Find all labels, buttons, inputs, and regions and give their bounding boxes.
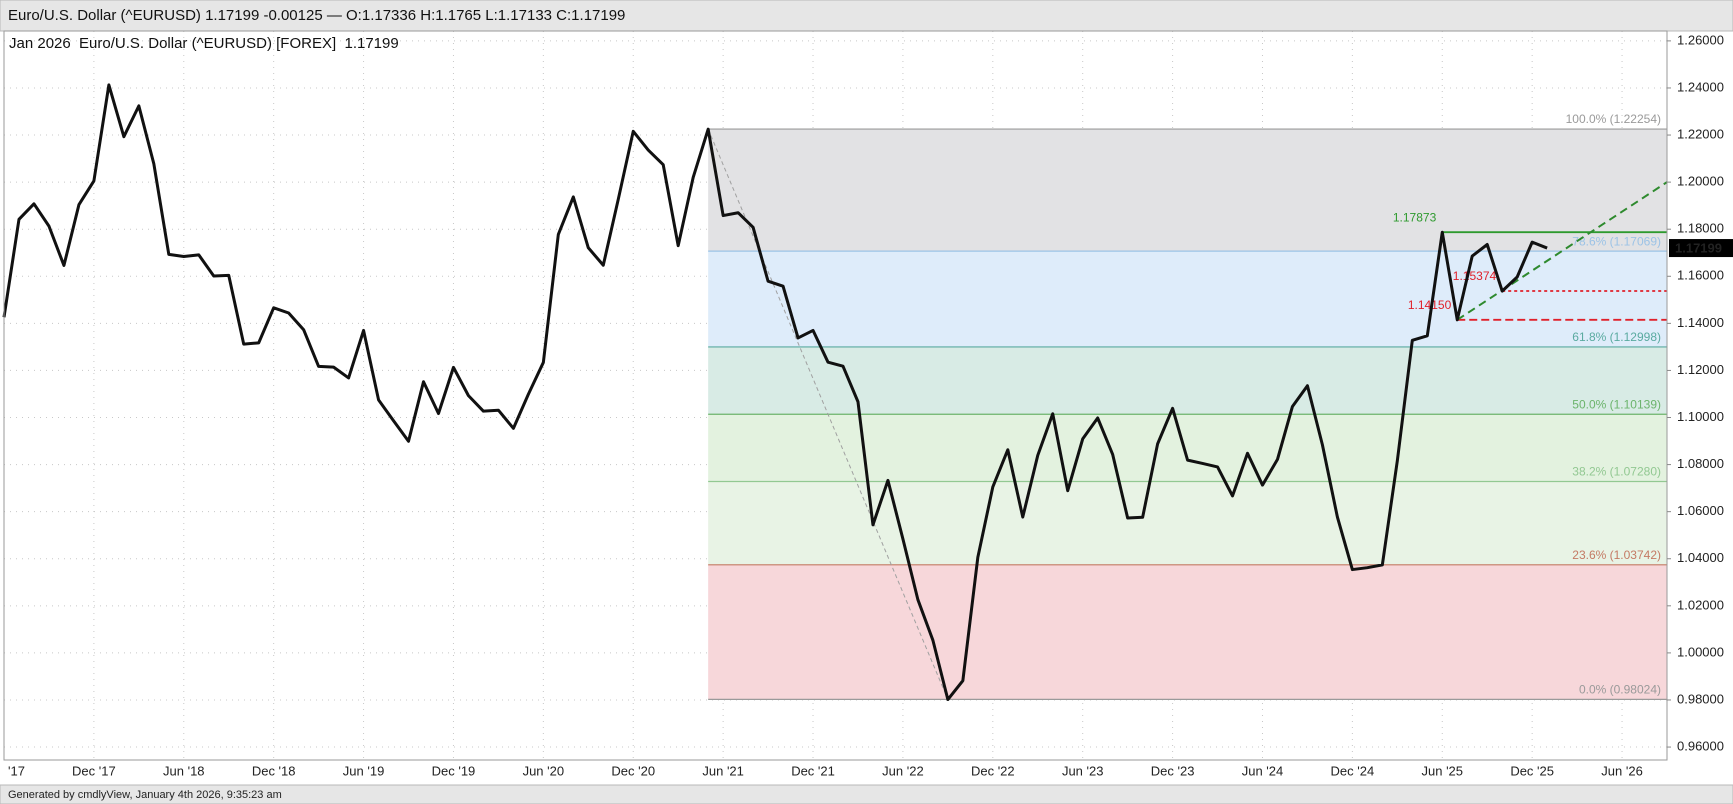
x-tick-label: Jun '25 (1422, 763, 1464, 778)
footer-bar (0, 784, 1733, 804)
y-tick-label: 1.00000 (1677, 644, 1724, 659)
annotation-label: 1.17873 (1393, 210, 1437, 224)
fib-level-label: 23.6% (1.03742) (1572, 548, 1661, 562)
x-tick-label: Dec '24 (1331, 763, 1375, 778)
x-tick-label: Dec '17 (72, 763, 116, 778)
plot-frame (3, 30, 1668, 761)
x-tick-label: '17 (8, 763, 25, 778)
fib-level-label: 0.0% (0.98024) (1579, 683, 1661, 697)
y-tick-label: 1.18000 (1677, 221, 1724, 236)
fib-zone (708, 414, 1667, 482)
fib-level-label: 50.0% (1.10139) (1572, 397, 1661, 411)
x-tick-label: Jun '21 (702, 763, 744, 778)
x-tick-label: Dec '23 (1151, 763, 1195, 778)
fib-zone (708, 481, 1667, 565)
fib-level-label: 38.2% (1.07280) (1572, 465, 1661, 479)
last-price-box (1669, 239, 1733, 258)
x-tick-label: Jun '22 (882, 763, 924, 778)
fib-zone (708, 564, 1667, 700)
y-tick-label: 1.12000 (1677, 362, 1724, 377)
fib-level-label: 61.8% (1.12998) (1572, 330, 1661, 344)
footer-text: Generated by cmdlyView, January 4th 2026… (8, 789, 282, 801)
fib-zone (708, 251, 1667, 347)
x-tick-label: Jun '18 (163, 763, 205, 778)
x-tick-label: Jun '19 (343, 763, 385, 778)
x-tick-label: Dec '22 (971, 763, 1015, 778)
x-tick-label: Jun '20 (523, 763, 565, 778)
x-tick-label: Dec '19 (432, 763, 476, 778)
annotation-label: 1.14150 (1408, 298, 1452, 312)
fib-level-label: 78.6% (1.17069) (1572, 234, 1661, 248)
header-title: Euro/U.S. Dollar (^EURUSD) 1.17199 -0.00… (8, 7, 625, 24)
fib-zone (708, 346, 1667, 415)
x-tick-label: Jun '24 (1242, 763, 1284, 778)
x-tick-label: Dec '21 (791, 763, 835, 778)
y-tick-label: 1.16000 (1677, 268, 1724, 283)
y-tick-label: 0.98000 (1677, 691, 1724, 706)
annotation-label: 1.15374 (1453, 269, 1497, 283)
y-tick-label: 1.14000 (1677, 315, 1724, 330)
y-tick-label: 1.06000 (1677, 503, 1724, 518)
y-tick-label: 1.04000 (1677, 550, 1724, 565)
y-tick-label: 1.22000 (1677, 126, 1724, 141)
y-tick-label: 1.26000 (1677, 32, 1724, 47)
price-line (2, 83, 1548, 702)
x-tick-label: Dec '25 (1510, 763, 1554, 778)
y-tick-label: 1.08000 (1677, 456, 1724, 471)
fib-diagonal (707, 128, 949, 700)
fib-zone (708, 129, 1667, 252)
x-tick-label: Jun '26 (1601, 763, 1643, 778)
x-tick-label: Jun '23 (1062, 763, 1104, 778)
y-tick-label: 1.02000 (1677, 597, 1724, 612)
last-price-label: 1.17199 (1675, 240, 1722, 255)
y-tick-label: 1.20000 (1677, 174, 1724, 189)
chart-title: Jan 2026 Euro/U.S. Dollar (^EURUSD) [FOR… (9, 35, 399, 52)
y-tick-label: 0.96000 (1677, 738, 1724, 753)
x-tick-label: Dec '20 (611, 763, 655, 778)
y-tick-label: 1.24000 (1677, 79, 1724, 94)
fib-level-label: 100.0% (1.22254) (1566, 112, 1661, 126)
x-tick-label: Dec '18 (252, 763, 296, 778)
trendline (1456, 181, 1668, 321)
y-tick-label: 1.10000 (1677, 409, 1724, 424)
